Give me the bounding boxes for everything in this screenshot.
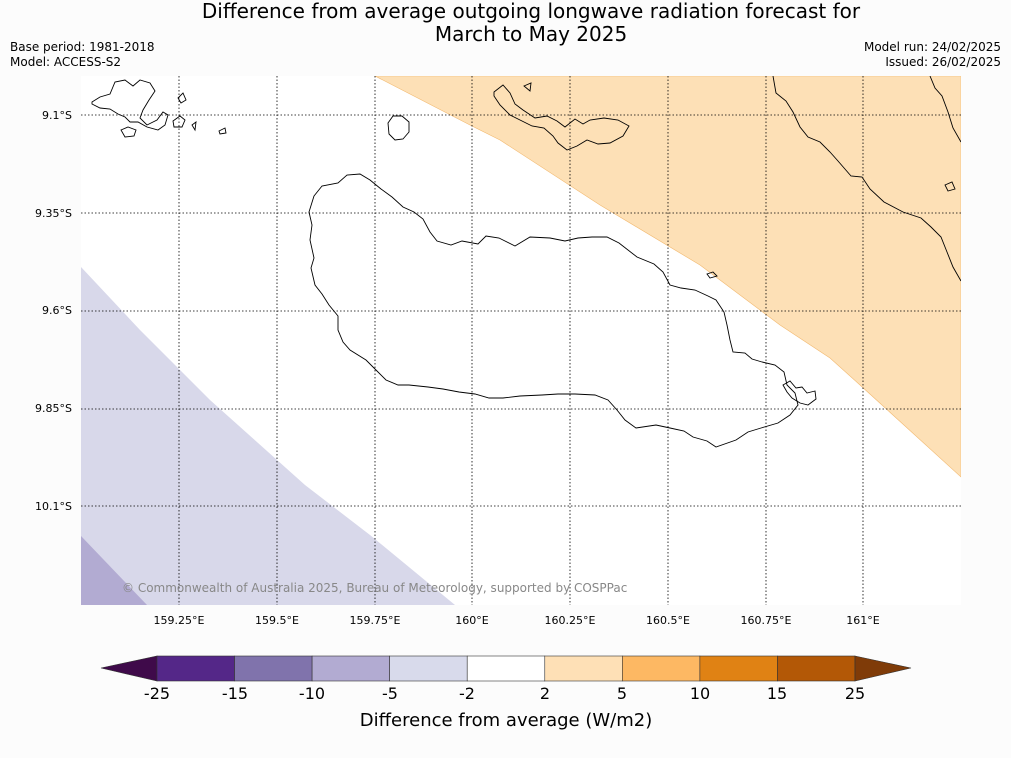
- colorbar-extend-min: [100, 655, 158, 682]
- latitude-labels: 9.1°S 9.35°S 9.6°S 9.85°S 10.1°S: [35, 109, 72, 513]
- colorbar-bin: [699, 655, 778, 682]
- colorbar-tick: 10: [690, 684, 710, 703]
- guadalcanal-coastline: [308, 173, 799, 448]
- coastlines: [91, 76, 961, 448]
- malaita-coastline: [772, 76, 961, 282]
- colorbar-tick: -2: [459, 684, 475, 703]
- lon-label: 159.25°E: [154, 614, 205, 627]
- malaita-islet-2: [706, 271, 718, 279]
- colorbar-bin: [777, 655, 856, 682]
- positive-anomaly-region: [374, 76, 961, 478]
- nw-islet-2: [172, 115, 186, 128]
- nw-islet-3: [177, 92, 187, 104]
- meta-right: Model run: 24/02/2025 Issued: 26/02/2025: [864, 40, 1001, 70]
- copyright-credit: © Commonwealth of Australia 2025, Bureau…: [122, 581, 627, 595]
- lon-label: 161°E: [846, 614, 879, 627]
- colorbar-tick: -5: [382, 684, 398, 703]
- lat-label: 9.1°S: [42, 109, 72, 122]
- colorbar: [100, 655, 912, 682]
- lon-label: 159.5°E: [255, 614, 299, 627]
- colorbar-bin: [311, 655, 390, 682]
- malaita-islet-1: [944, 181, 956, 192]
- strong-negative-anomaly-region: [81, 536, 147, 605]
- colorbar-tick: 2: [540, 684, 550, 703]
- colorbar-tick-labels: -25 -15 -10 -5 -2 2 5 10 15 25: [144, 684, 865, 703]
- colorbar-bin: [544, 655, 623, 682]
- lat-label: 9.6°S: [42, 304, 72, 317]
- colorbar-tick: 25: [845, 684, 865, 703]
- colorbar-title: Difference from average (W/m2): [360, 710, 652, 731]
- lon-label: 160.75°E: [741, 614, 792, 627]
- nw-islet-5: [218, 127, 227, 135]
- lat-label: 9.85°S: [35, 402, 72, 415]
- florida-islands-coastline: [493, 84, 630, 151]
- colorbar-bin: [234, 655, 313, 682]
- lon-label: 159.75°E: [350, 614, 401, 627]
- lon-label: 160.5°E: [646, 614, 690, 627]
- colorbar-bin: [389, 655, 468, 682]
- marau-islets: [782, 380, 817, 406]
- lat-label: 10.1°S: [35, 500, 72, 513]
- lon-label: 160.25°E: [545, 614, 596, 627]
- colorbar-bin: [466, 655, 546, 682]
- colorbar-bin: [156, 655, 235, 682]
- model-run: Model run: 24/02/2025: [863, 40, 1001, 54]
- colorbar-tick: -15: [222, 684, 248, 703]
- title-line-2: March to May 2025: [434, 22, 628, 46]
- lon-label: 160°E: [455, 614, 488, 627]
- colorbar-tick: -25: [144, 684, 170, 703]
- nw-islet-4: [191, 121, 197, 132]
- small-island-north: [387, 115, 410, 141]
- negative-anomaly-region: [81, 267, 455, 605]
- colorbar-extend-max: [854, 655, 912, 682]
- graticule: [81, 76, 961, 605]
- map-title: Difference from average outgoing longwav…: [0, 0, 1011, 46]
- malaita-north: [929, 76, 961, 143]
- colorbar-bin: [622, 655, 701, 682]
- colorbar-tick: 5: [617, 684, 627, 703]
- colorbar-tick: -10: [299, 684, 325, 703]
- florida-islet: [523, 82, 532, 92]
- nw-islet-1: [120, 126, 137, 138]
- title-line-1: Difference from average outgoing longwav…: [201, 0, 861, 23]
- meta-left: Base period: 1981-2018 Model: ACCESS-S2: [10, 40, 155, 70]
- colorbar-tick: 15: [767, 684, 787, 703]
- longitude-labels: 159.25°E 159.5°E 159.75°E 160°E 160.25°E…: [154, 614, 880, 627]
- lat-label: 9.35°S: [35, 207, 72, 220]
- base-period: Base period: 1981-2018: [10, 40, 155, 54]
- issued-date: Issued: 26/02/2025: [885, 55, 1001, 69]
- model-name: Model: ACCESS-S2: [10, 55, 122, 69]
